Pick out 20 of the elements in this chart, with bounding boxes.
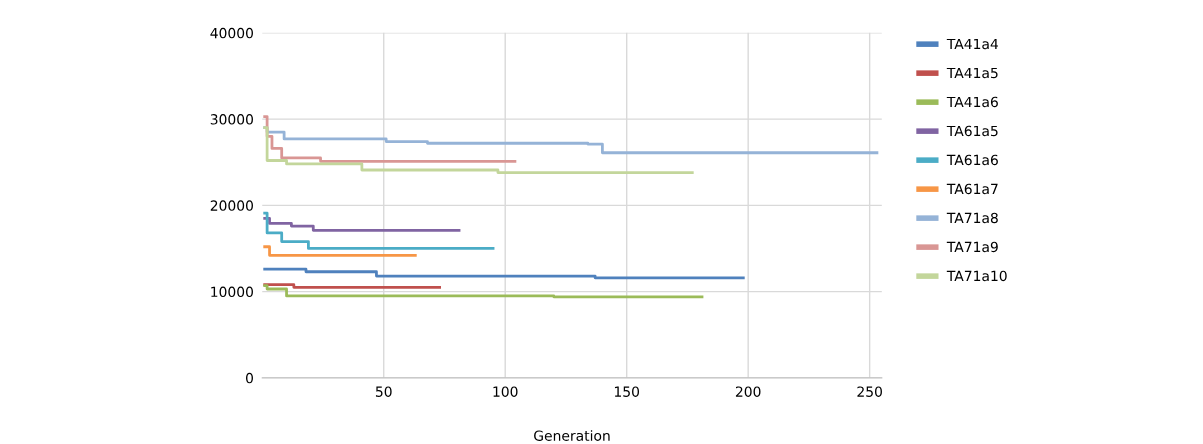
x-tick-label: 200: [735, 386, 761, 397]
x-tick-label: 250: [857, 386, 882, 397]
legend-label: TA71a9: [946, 241, 998, 253]
legend-label: TA41a4: [946, 38, 999, 50]
x-tick-label: 150: [614, 386, 640, 397]
legend-label: TA61a5: [946, 125, 998, 137]
x-tick-label: 100: [493, 386, 518, 397]
legend-label: TA41a5: [946, 67, 998, 79]
legend-label: TA71a8: [946, 212, 998, 224]
y-tick-label: 40000: [210, 27, 253, 39]
y-tick-label: 20000: [210, 200, 253, 211]
legend-label: TA41a6: [946, 96, 998, 108]
y-tick-label: 30000: [210, 114, 253, 125]
y-tick-label: 0: [246, 372, 253, 384]
legend-label: TA71a10: [946, 270, 1007, 282]
x-tick-label: 50: [375, 386, 392, 397]
legend-label: TA61a7: [946, 183, 998, 195]
y-tick-label: 10000: [211, 286, 253, 298]
legend-label: TA61a6: [946, 154, 998, 166]
x-axis-title: Generation: [534, 430, 610, 441]
